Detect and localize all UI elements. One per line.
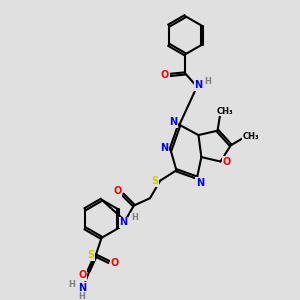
Text: O: O	[223, 157, 231, 166]
Text: N: N	[160, 143, 168, 153]
Text: S: S	[152, 176, 159, 186]
Text: CH₃: CH₃	[217, 106, 233, 116]
Text: O: O	[113, 186, 122, 196]
Text: N: N	[119, 217, 128, 227]
Text: H: H	[131, 213, 138, 222]
Text: N: N	[196, 178, 204, 188]
Text: O: O	[111, 258, 119, 268]
Text: N: N	[78, 283, 86, 293]
Text: H: H	[78, 292, 85, 300]
Text: N: N	[194, 80, 202, 90]
Text: H: H	[69, 280, 76, 289]
Text: O: O	[160, 70, 169, 80]
Text: H: H	[205, 77, 212, 86]
Text: CH₃: CH₃	[242, 132, 259, 141]
Text: S: S	[87, 250, 94, 260]
Text: N: N	[169, 117, 177, 127]
Text: O: O	[78, 270, 87, 280]
